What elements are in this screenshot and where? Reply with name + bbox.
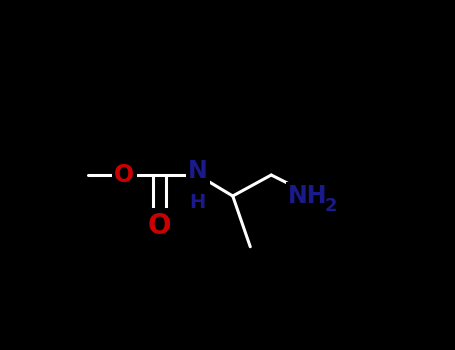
Text: O: O [114,163,134,187]
Text: O: O [147,212,171,240]
Text: N: N [188,160,207,183]
Text: NH: NH [288,184,328,208]
Text: H: H [190,193,206,212]
Text: 2: 2 [324,197,337,215]
